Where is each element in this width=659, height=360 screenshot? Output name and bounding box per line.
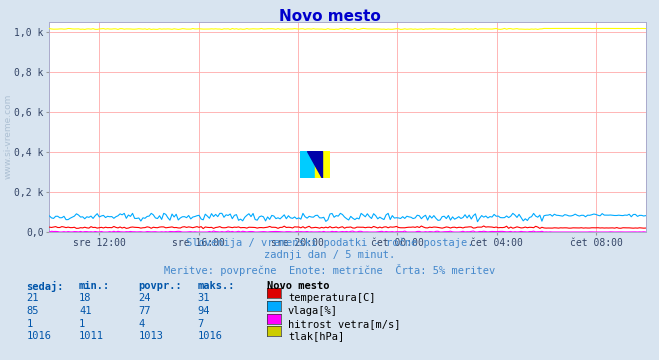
Text: vlaga[%]: vlaga[%] bbox=[288, 306, 338, 316]
Text: 94: 94 bbox=[198, 306, 210, 316]
Text: 1016: 1016 bbox=[26, 331, 51, 341]
Text: 1: 1 bbox=[26, 319, 32, 329]
Text: 1011: 1011 bbox=[79, 331, 104, 341]
Text: maks.:: maks.: bbox=[198, 281, 235, 291]
Text: zadnji dan / 5 minut.: zadnji dan / 5 minut. bbox=[264, 250, 395, 260]
Text: 18: 18 bbox=[79, 293, 92, 303]
Text: Meritve: povprečne  Enote: metrične  Črta: 5% meritev: Meritve: povprečne Enote: metrične Črta:… bbox=[164, 264, 495, 275]
Polygon shape bbox=[307, 151, 322, 178]
Polygon shape bbox=[315, 151, 330, 178]
Text: 1013: 1013 bbox=[138, 331, 163, 341]
Text: 1016: 1016 bbox=[198, 331, 223, 341]
Text: 21: 21 bbox=[26, 293, 39, 303]
Text: 24: 24 bbox=[138, 293, 151, 303]
Text: 41: 41 bbox=[79, 306, 92, 316]
Text: www.si-vreme.com: www.si-vreme.com bbox=[3, 94, 13, 180]
Text: tlak[hPa]: tlak[hPa] bbox=[288, 331, 344, 341]
Text: 7: 7 bbox=[198, 319, 204, 329]
Text: povpr.:: povpr.: bbox=[138, 281, 182, 291]
Text: Slovenija / vremenski podatki - ročne postaje.: Slovenija / vremenski podatki - ročne po… bbox=[186, 238, 473, 248]
Text: 77: 77 bbox=[138, 306, 151, 316]
Text: Novo mesto: Novo mesto bbox=[267, 281, 330, 291]
Polygon shape bbox=[300, 151, 315, 178]
Text: 4: 4 bbox=[138, 319, 144, 329]
Text: 85: 85 bbox=[26, 306, 39, 316]
Text: 1: 1 bbox=[79, 319, 85, 329]
Text: min.:: min.: bbox=[79, 281, 110, 291]
Text: hitrost vetra[m/s]: hitrost vetra[m/s] bbox=[288, 319, 401, 329]
Text: sedaj:: sedaj: bbox=[26, 281, 64, 292]
Text: 31: 31 bbox=[198, 293, 210, 303]
Text: Novo mesto: Novo mesto bbox=[279, 9, 380, 24]
Text: temperatura[C]: temperatura[C] bbox=[288, 293, 376, 303]
